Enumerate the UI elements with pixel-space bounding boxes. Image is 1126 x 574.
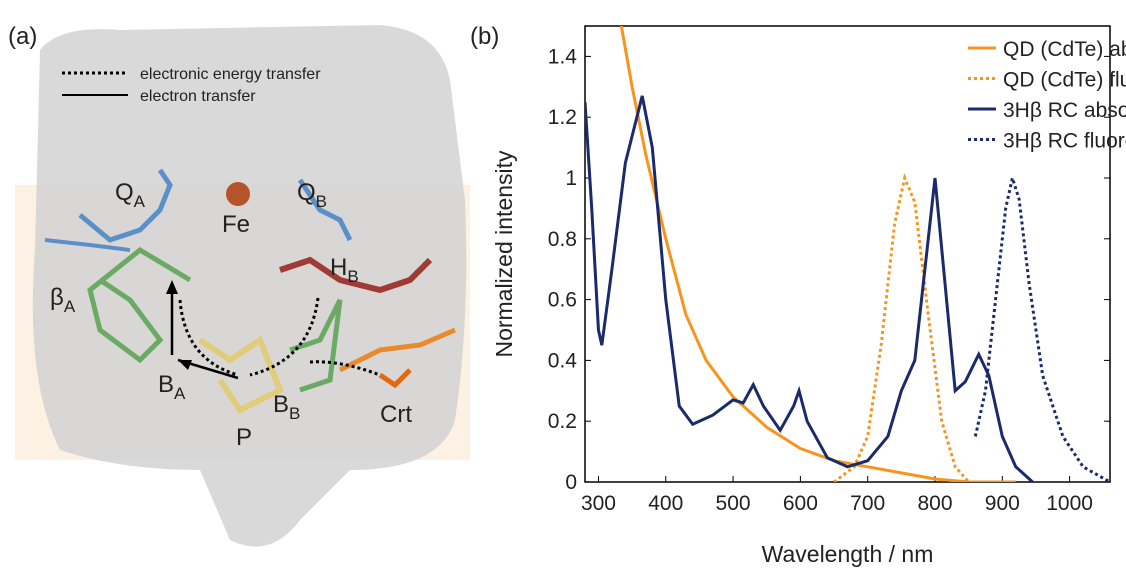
label-main: P xyxy=(236,424,252,451)
y-tick-label: 0 xyxy=(565,471,577,494)
x-tick-label: 700 xyxy=(850,492,885,515)
structure-label: HB xyxy=(330,254,359,286)
series-line xyxy=(973,172,1110,482)
protein-illustration xyxy=(15,25,470,547)
y-tick-label: 0.6 xyxy=(548,289,577,312)
x-tick-label: 500 xyxy=(716,492,751,515)
x-tick-label: 1000 xyxy=(1046,492,1093,515)
structure-label: Crt xyxy=(380,401,412,428)
label-sub: B xyxy=(347,267,358,286)
legend-label: 3Hβ RC absorption xyxy=(1003,99,1126,122)
plot-area xyxy=(585,26,1110,482)
structure-label: BA xyxy=(158,371,186,403)
panel-label: (b) xyxy=(470,23,499,50)
y-tick-label: 1.4 xyxy=(548,45,578,68)
label-main: H xyxy=(330,254,347,281)
label-main: Crt xyxy=(380,401,412,428)
label-sub: B xyxy=(316,192,327,211)
panel-label: (a) xyxy=(8,23,37,50)
x-tick-label: 300 xyxy=(581,492,616,515)
structure-label: BB xyxy=(273,391,300,423)
y-tick-label: 0.2 xyxy=(548,410,577,433)
label-main: Q xyxy=(115,179,134,206)
structure-label: QB xyxy=(297,179,327,211)
y-tick-label: 0.8 xyxy=(548,228,577,251)
x-tick-label: 400 xyxy=(648,492,683,515)
label-main: β xyxy=(50,284,64,311)
y-axis-label: Normalized intensity xyxy=(491,150,517,358)
series-line xyxy=(585,95,1034,482)
legend-label: QD (CdTe) absorption xyxy=(1003,38,1126,61)
label-sub: A xyxy=(64,297,76,316)
label-sub: A xyxy=(174,384,186,403)
label-main: Q xyxy=(297,179,316,206)
label-main: B xyxy=(158,371,174,398)
legend-label: QD (CdTe) fluorescence xyxy=(1003,69,1126,92)
legend-label: 3Hβ RC fluorescence xyxy=(1003,130,1126,153)
y-tick-label: 1.2 xyxy=(548,106,577,129)
label-main: B xyxy=(273,391,289,418)
structure-label: βA xyxy=(50,284,76,316)
label-main: Fe xyxy=(222,211,250,238)
structure-label: Fe xyxy=(222,211,250,238)
structure-label: QA xyxy=(115,179,146,211)
legend-label: electron transfer xyxy=(140,88,256,105)
x-axis-label: Wavelength / nm xyxy=(762,541,934,567)
structure-label: P xyxy=(236,424,252,451)
series-line xyxy=(619,26,1016,482)
y-tick-label: 1 xyxy=(565,167,577,190)
plot-frame xyxy=(584,25,1111,483)
label-sub: B xyxy=(289,404,300,423)
label-sub: A xyxy=(134,192,146,211)
x-tick-label: 900 xyxy=(985,492,1020,515)
series-line xyxy=(833,173,970,482)
y-tick-label: 0.4 xyxy=(548,349,578,372)
x-tick-label: 800 xyxy=(917,492,952,515)
x-tick-label: 600 xyxy=(783,492,818,515)
legend-label: electronic energy transfer xyxy=(140,66,321,83)
